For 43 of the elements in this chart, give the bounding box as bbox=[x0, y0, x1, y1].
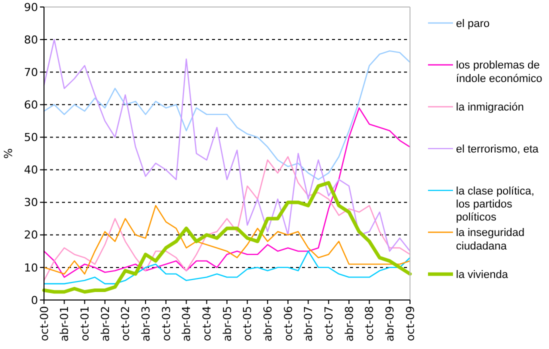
y-tick-label: 10 bbox=[24, 261, 38, 274]
y-tick-label: 80 bbox=[24, 33, 38, 46]
y-axis-title: % bbox=[2, 148, 15, 159]
x-tick-label: oct-08 bbox=[363, 306, 376, 342]
x-tick-label: abr-07 bbox=[302, 306, 316, 342]
x-tick-label: abr-01 bbox=[58, 306, 72, 342]
x-tick-label: oct-04 bbox=[200, 306, 214, 342]
line-series bbox=[43, 204, 411, 275]
line-series bbox=[43, 250, 411, 284]
x-tick-label: abr-06 bbox=[261, 306, 274, 342]
x-tick-label: oct-05 bbox=[241, 306, 254, 342]
line-series bbox=[43, 38, 411, 252]
y-tick-label: 20 bbox=[24, 228, 38, 242]
y-tick-label: 90 bbox=[24, 0, 38, 14]
line-series bbox=[43, 50, 411, 180]
x-tick-label: oct-00 bbox=[38, 306, 51, 342]
y-tick-label: 60 bbox=[24, 98, 38, 112]
legend-label: la vivienda bbox=[456, 268, 509, 281]
x-tick-label: oct-09 bbox=[404, 306, 417, 342]
y-tick-label: 30 bbox=[24, 196, 38, 210]
x-tick-label: oct-06 bbox=[282, 306, 295, 342]
y-tick-label: 0 bbox=[31, 294, 38, 307]
x-tick-label: abr-02 bbox=[98, 306, 112, 342]
x-tick-label: oct-07 bbox=[322, 306, 336, 342]
legend-label: la inseguridad ciudadana bbox=[456, 227, 524, 252]
x-tick-label: abr-05 bbox=[220, 306, 234, 342]
x-tick-label: abr-03 bbox=[139, 306, 152, 342]
x-tick-label: oct-01 bbox=[78, 306, 92, 342]
legend-label: el paro bbox=[456, 18, 490, 30]
line-series bbox=[43, 107, 411, 278]
x-tick-label: abr-04 bbox=[180, 306, 194, 342]
x-tick-label: oct-02 bbox=[119, 306, 132, 342]
x-tick-label: abr-08 bbox=[342, 306, 356, 342]
line-series bbox=[42, 181, 412, 294]
y-tick-label: 70 bbox=[24, 66, 38, 79]
line-series bbox=[43, 156, 411, 282]
x-tick-label: abr-09 bbox=[383, 306, 396, 342]
x-tick-label: oct-03 bbox=[160, 306, 173, 342]
legend-label: el terrorismo, eta bbox=[456, 143, 540, 156]
legend-label: los problemas de índole económico bbox=[456, 60, 542, 85]
y-tick-label: 50 bbox=[24, 131, 38, 144]
legend-label: la inmigración bbox=[456, 102, 524, 114]
y-tick-label: 40 bbox=[24, 164, 38, 177]
